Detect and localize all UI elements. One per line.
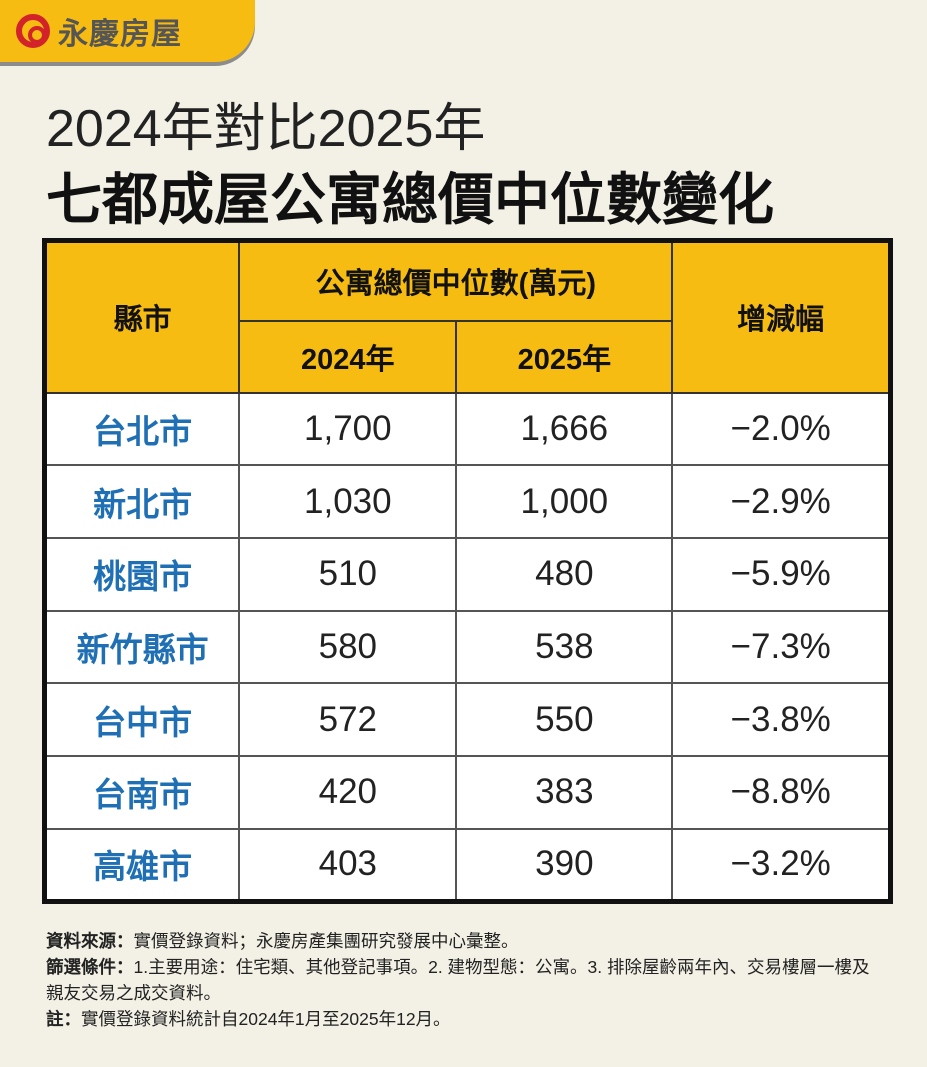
value-2025-cell: 538 <box>455 609 674 685</box>
header-2024: 2024年 <box>238 319 458 394</box>
change-cell: −5.9% <box>671 536 892 612</box>
change-cell: −3.8% <box>671 682 892 758</box>
value-2024-cell: 580 <box>238 609 458 685</box>
value-2025-cell: 1,000 <box>455 464 674 539</box>
value-2024-cell: 403 <box>238 827 458 903</box>
notes: 資料來源：實價登錄資料；永慶房產集團研究發展中心彙整。 篩選條件：1.主要用途：… <box>46 928 886 1032</box>
note-period: 註：實價登錄資料統計自2024年1月至2025年12月。 <box>46 1009 451 1029</box>
value-2025-cell: 550 <box>455 682 674 758</box>
value-2024-cell: 1,030 <box>238 464 458 539</box>
table-row: 台北市 1,700 1,666 −2.0% <box>43 391 892 467</box>
data-table: 縣市 公寓總價中位數(萬元) 增減幅 2024年 2025年 台北市 1,700 1… <box>42 238 893 904</box>
table-row: 桃園市 510 480 −5.9% <box>43 536 892 612</box>
change-cell: −8.8% <box>671 755 892 830</box>
table-row: 台中市 572 550 −3.8% <box>43 682 892 758</box>
note-filter: 篩選條件：1.主要用途：住宅類、其他登記事項。2. 建物型態：公寓。3. 排除屋… <box>46 957 870 1003</box>
logo-text: 永慶房屋 <box>58 18 182 51</box>
change-cell: −2.9% <box>671 464 892 539</box>
value-2025-cell: 1,666 <box>455 391 674 467</box>
city-cell: 台北市 <box>43 391 241 467</box>
city-cell: 桃園市 <box>43 536 241 612</box>
header-city: 縣市 <box>43 239 241 394</box>
city-cell: 新北市 <box>43 464 241 539</box>
city-cell: 新竹縣市 <box>43 609 241 685</box>
header-group: 公寓總價中位數(萬元) <box>238 239 674 322</box>
logo-icon <box>16 14 50 48</box>
logo: 永慶房屋 <box>0 0 255 62</box>
table-row: 新北市 1,030 1,000 −2.9% <box>43 464 892 539</box>
note-source: 資料來源：實價登錄資料；永慶房產集團研究發展中心彙整。 <box>46 931 519 951</box>
value-2024-cell: 572 <box>238 682 458 758</box>
table-row: 台南市 420 383 −8.8% <box>43 755 892 830</box>
change-cell: −7.3% <box>671 609 892 685</box>
value-2025-cell: 390 <box>455 827 674 903</box>
title-line1: 2024年對比2025年 <box>46 100 486 158</box>
change-cell: −2.0% <box>671 391 892 467</box>
table-row: 高雄市 403 390 −3.2% <box>43 827 892 903</box>
table-row: 新竹縣市 580 538 −7.3% <box>43 609 892 685</box>
title-line2: 七都成屋公寓總價中位數變化 <box>46 168 774 231</box>
city-cell: 台中市 <box>43 682 241 758</box>
value-2025-cell: 480 <box>455 536 674 612</box>
city-cell: 台南市 <box>43 755 241 830</box>
header-change: 增減幅 <box>671 239 892 394</box>
change-cell: −3.2% <box>671 827 892 903</box>
value-2024-cell: 1,700 <box>238 391 458 467</box>
value-2024-cell: 510 <box>238 536 458 612</box>
value-2025-cell: 383 <box>455 755 674 830</box>
city-cell: 高雄市 <box>43 827 241 903</box>
value-2024-cell: 420 <box>238 755 458 830</box>
header-2025: 2025年 <box>455 319 674 394</box>
